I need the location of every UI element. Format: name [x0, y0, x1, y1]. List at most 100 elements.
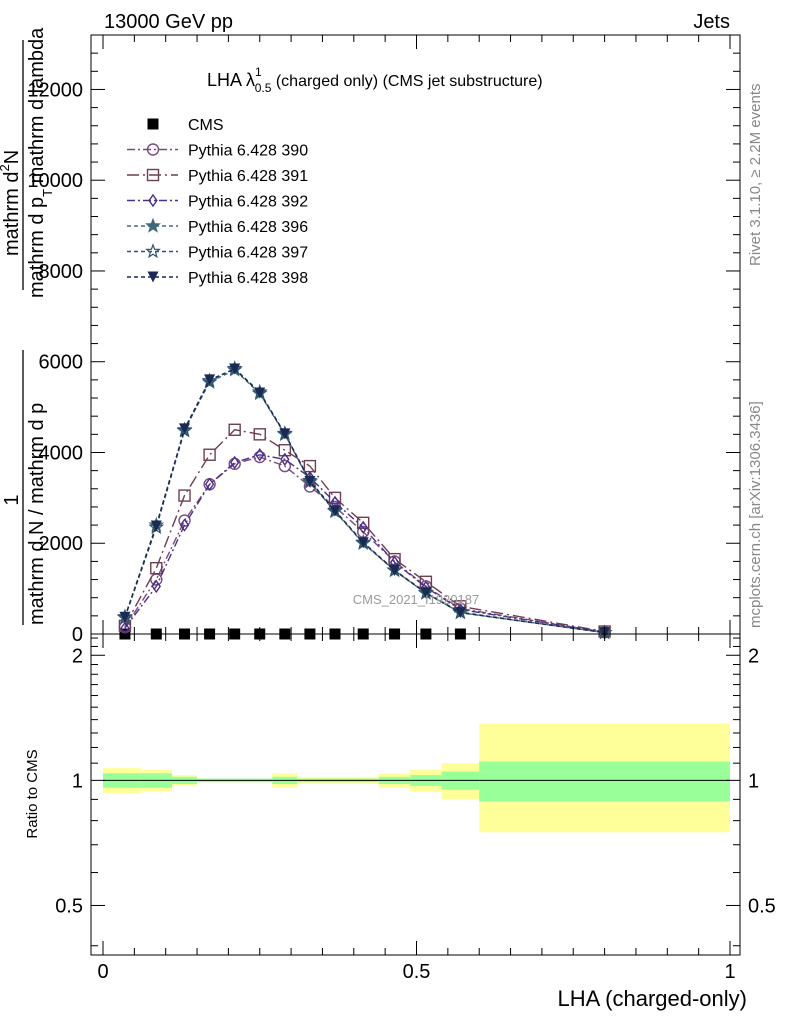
ratio-xtick-label: 0.5: [403, 961, 431, 983]
ratio-y-axis: 0.5 0.5 1 1 2 2: [55, 637, 776, 947]
ratio-panel: 0.5 0.51 12 2 0 0.5 1 Ratio to CMS LHA (charg…: [24, 633, 776, 1011]
legend-marker: [148, 193, 158, 208]
main-ytick-label: 10000: [27, 170, 83, 192]
x-axis-label: LHA (charged-only): [557, 986, 747, 1011]
main-ytick-label: 4000: [39, 442, 84, 464]
legend-item: Pythia 6.428 392: [127, 194, 308, 211]
header-energy: 13000 GeV pp: [104, 11, 233, 33]
series-pythia-6-428-398: [119, 363, 611, 639]
legend-label: Pythia 6.428 390: [188, 143, 308, 160]
ratio-frame: [90, 633, 741, 956]
data-point: [454, 607, 466, 619]
ratio-ytick-label-right: 1: [748, 770, 759, 792]
data-point: [253, 428, 266, 441]
series-line: [124, 368, 605, 634]
legend-item: Pythia 6.428 398: [127, 270, 308, 287]
data-point: [119, 611, 131, 623]
data-point: [420, 587, 432, 599]
data-point: [204, 374, 216, 386]
data-point: [179, 518, 190, 532]
legend-label: Pythia 6.428 396: [188, 219, 308, 236]
ratio-ytick-label: 2: [72, 645, 83, 667]
ylabel-bt: mathrm d: [1, 172, 23, 256]
legend-label: Pythia 6.428 391: [188, 168, 308, 185]
ratio-band-layer: [103, 723, 730, 833]
main-panel: 0 2000 4000 6000 8000 10000 12000 CMS_2021_I19…: [0, 27, 741, 646]
main-y-axis: 0 2000 4000 6000 8000 10000 12000: [27, 34, 740, 646]
mcplots-label: mcplots.cern.ch [arXiv:1306.3436]: [747, 401, 764, 628]
legend-item: Pythia 6.428 391: [127, 168, 308, 185]
data-point: [329, 505, 341, 517]
ratio-ytick-label: 1: [72, 770, 83, 792]
data-point: [253, 450, 266, 464]
ratio-ytick-label-right: 2: [748, 645, 759, 667]
main-x-axis: [102, 35, 731, 634]
legend-item: Pythia 6.428 397: [127, 243, 308, 262]
legend-label: Pythia 6.428 397: [188, 245, 308, 262]
data-point: [151, 579, 161, 594]
legend-marker: [146, 143, 160, 156]
main-series-layer: [117, 360, 613, 640]
legend-label: CMS: [188, 117, 224, 134]
ratio-ytick-label-right: 0.5: [748, 895, 776, 917]
data-point: [278, 459, 292, 473]
data-point: [304, 476, 316, 488]
main-ytick-label: 6000: [39, 352, 84, 374]
ylabel-big-denominator: mathrm d pT mathrm d lambda: [26, 27, 55, 298]
title-main: LHA λ: [207, 70, 255, 90]
ylabel-big-numerator: mathrm d2N: [0, 150, 23, 256]
ratio-xtick-label: 1: [724, 961, 735, 983]
data-point: [229, 363, 241, 375]
legend-marker: [146, 168, 160, 182]
data-point: [228, 423, 241, 436]
ylabel-denominator: mathrm d N / mathrm d p: [26, 403, 48, 625]
data-point: [228, 457, 241, 471]
ratio-y-label: Ratio to CMS: [24, 749, 41, 838]
ylabel-bt-rest: N: [1, 150, 23, 164]
data-point: [255, 448, 265, 462]
main-ytick-label: 0: [72, 624, 83, 646]
title-rest: (charged only) (CMS jet substructure): [271, 73, 542, 90]
series-line: [124, 456, 605, 633]
legend-label: Pythia 6.428 398: [188, 270, 308, 287]
ylabel-numerator: 1: [1, 494, 23, 505]
data-point: [203, 448, 216, 461]
data-point: [280, 452, 290, 467]
title-sub: 0.5: [255, 81, 272, 95]
legend-item: Pythia 6.428 396: [127, 217, 308, 236]
main-ytick-label: 8000: [39, 261, 84, 283]
data-point: [179, 423, 191, 435]
ylabel-bt-sup: 2: [0, 164, 12, 171]
data-point: [389, 564, 401, 576]
data-point: [204, 477, 215, 491]
watermark: CMS_2021_I1920187: [353, 592, 480, 607]
legend-marker: [145, 243, 161, 259]
ylabel-bb-rest: mathrm d lambda: [26, 27, 48, 189]
legend-marker: [145, 217, 161, 233]
data-point: [279, 428, 291, 440]
main-ytick-label: 12000: [27, 79, 83, 101]
data-point: [254, 387, 266, 399]
data-point: [150, 562, 163, 575]
ratio-x-axis: 0 0.5 1: [97, 634, 736, 983]
legend-item: Pythia 6.428 390: [127, 143, 308, 160]
main-y-label: 1 mathrm d N / mathrm d p mathrm d2N mat…: [0, 27, 55, 625]
ylabel-bb-sub: T: [40, 189, 55, 197]
ratio-ytick-label: 0.5: [55, 895, 83, 917]
legend-label: Pythia 6.428 392: [188, 194, 308, 211]
rivet-version-label: Rivet 3.1.10, ≥ 2.2M events: [747, 84, 764, 267]
series-line: [124, 454, 605, 633]
data-point: [150, 520, 162, 532]
data-point: [229, 455, 240, 470]
ylabel-bb: mathrm d p: [26, 197, 48, 298]
plot-title: LHA λ1 0.5 (charged only) (CMS jet substr…: [207, 65, 543, 95]
legend: CMS Pythia 6.428 390 Pythia 6.428 391 Pythi…: [127, 117, 308, 287]
main-ytick-label: 2000: [39, 533, 84, 555]
ratio-inner-band: [479, 761, 730, 802]
data-point: [178, 489, 191, 502]
title-sup: 1: [255, 65, 262, 79]
data-point: [357, 537, 369, 549]
data-point: [278, 444, 292, 457]
ratio-xtick-label: 0: [97, 961, 108, 983]
